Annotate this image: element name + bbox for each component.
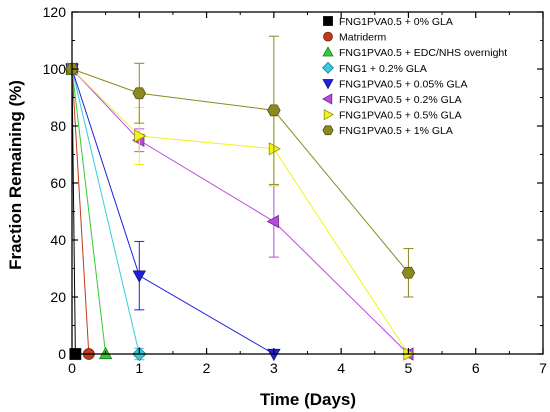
- series-line: [71, 68, 90, 355]
- x-tick-label: 7: [539, 360, 547, 376]
- series-5: [65, 63, 281, 362]
- legend-label: FNG1 + 0.2% GLA: [339, 63, 427, 75]
- x-tick-label: 6: [472, 360, 480, 376]
- y-tick-label: 20: [50, 289, 66, 305]
- legend-label: FNG1PVA0.5 + 1% GLA: [339, 125, 453, 137]
- data-point: [132, 270, 147, 283]
- legend-marker: [322, 46, 334, 57]
- legend-item: FNG1PVA0.5 + 0.5% GLA: [323, 108, 462, 122]
- legend-marker: [321, 93, 333, 105]
- x-axis-title: Time (Days): [260, 390, 356, 409]
- series-line: [71, 68, 140, 355]
- x-tick-label: 4: [337, 360, 345, 376]
- data-point: [266, 214, 279, 229]
- axes: 0 20 40 60 80 100 120 0 1 2 3 4 5 6 7: [43, 4, 547, 376]
- legend-item: FNG1PVA0.5 + 0% GLA: [323, 16, 453, 28]
- legend-item: FNG1PVA0.5 + 1% GLA: [322, 125, 453, 137]
- legend-marker: [323, 16, 333, 26]
- legend-marker: [322, 61, 334, 74]
- legend-label: FNG1PVA0.5 + 0.05% GLA: [339, 78, 468, 90]
- data-point: [267, 104, 281, 117]
- x-tick-label: 5: [405, 360, 413, 376]
- series-6: [64, 62, 414, 361]
- y-tick-label: 40: [50, 232, 66, 248]
- legend-label: FNG1PVA0.5 + 0.2% GLA: [339, 94, 462, 106]
- series-line: [71, 68, 409, 355]
- y-tick-label: 0: [58, 346, 66, 362]
- x-tick-label: 0: [68, 360, 76, 376]
- legend-item: FNG1PVA0.5 + 0.05% GLA: [322, 78, 468, 90]
- legend-label: FNG1PVA0.5 + 0% GLA: [339, 16, 453, 28]
- legend-marker: [323, 31, 333, 42]
- legend-item: FNG1 + 0.2% GLA: [322, 61, 427, 75]
- y-tick-label: 100: [43, 61, 67, 77]
- series-line: [71, 68, 409, 274]
- legend-item: Matriderm: [323, 31, 387, 44]
- y-tick-label: 80: [50, 118, 66, 134]
- series-7: [66, 62, 416, 361]
- legend-item: FNG1PVA0.5 + EDC/NHS overnight: [322, 46, 507, 59]
- series-4: [64, 61, 147, 362]
- x-tick-label: 3: [270, 360, 278, 376]
- legend-marker: [322, 79, 334, 90]
- legend: FNG1PVA0.5 + 0% GLA Matriderm FNG1PVA0.5 +…: [321, 16, 507, 137]
- series-line: [71, 68, 107, 355]
- y-tick-label: 60: [50, 175, 66, 191]
- legend-label: Matriderm: [339, 32, 387, 44]
- series-8: [65, 35, 416, 298]
- series-line: [71, 68, 275, 355]
- legend-label: FNG1PVA0.5 + EDC/NHS overnight: [339, 47, 507, 59]
- legend-label: FNG1PVA0.5 + 0.5% GLA: [339, 110, 462, 122]
- data-point: [401, 266, 416, 279]
- y-axis-title: Fraction Remaining (%): [6, 80, 25, 270]
- series-line: [71, 68, 409, 355]
- legend-marker: [323, 108, 335, 121]
- series-2: [66, 63, 95, 360]
- x-tick-label: 1: [135, 360, 143, 376]
- data-point: [268, 142, 282, 156]
- legend-item: FNG1PVA0.5 + 0.2% GLA: [321, 93, 462, 106]
- data-point: [134, 129, 147, 143]
- y-tick-label: 120: [43, 4, 67, 20]
- legend-marker: [322, 125, 334, 136]
- data-point: [132, 87, 147, 100]
- x-tick-label: 2: [203, 360, 211, 376]
